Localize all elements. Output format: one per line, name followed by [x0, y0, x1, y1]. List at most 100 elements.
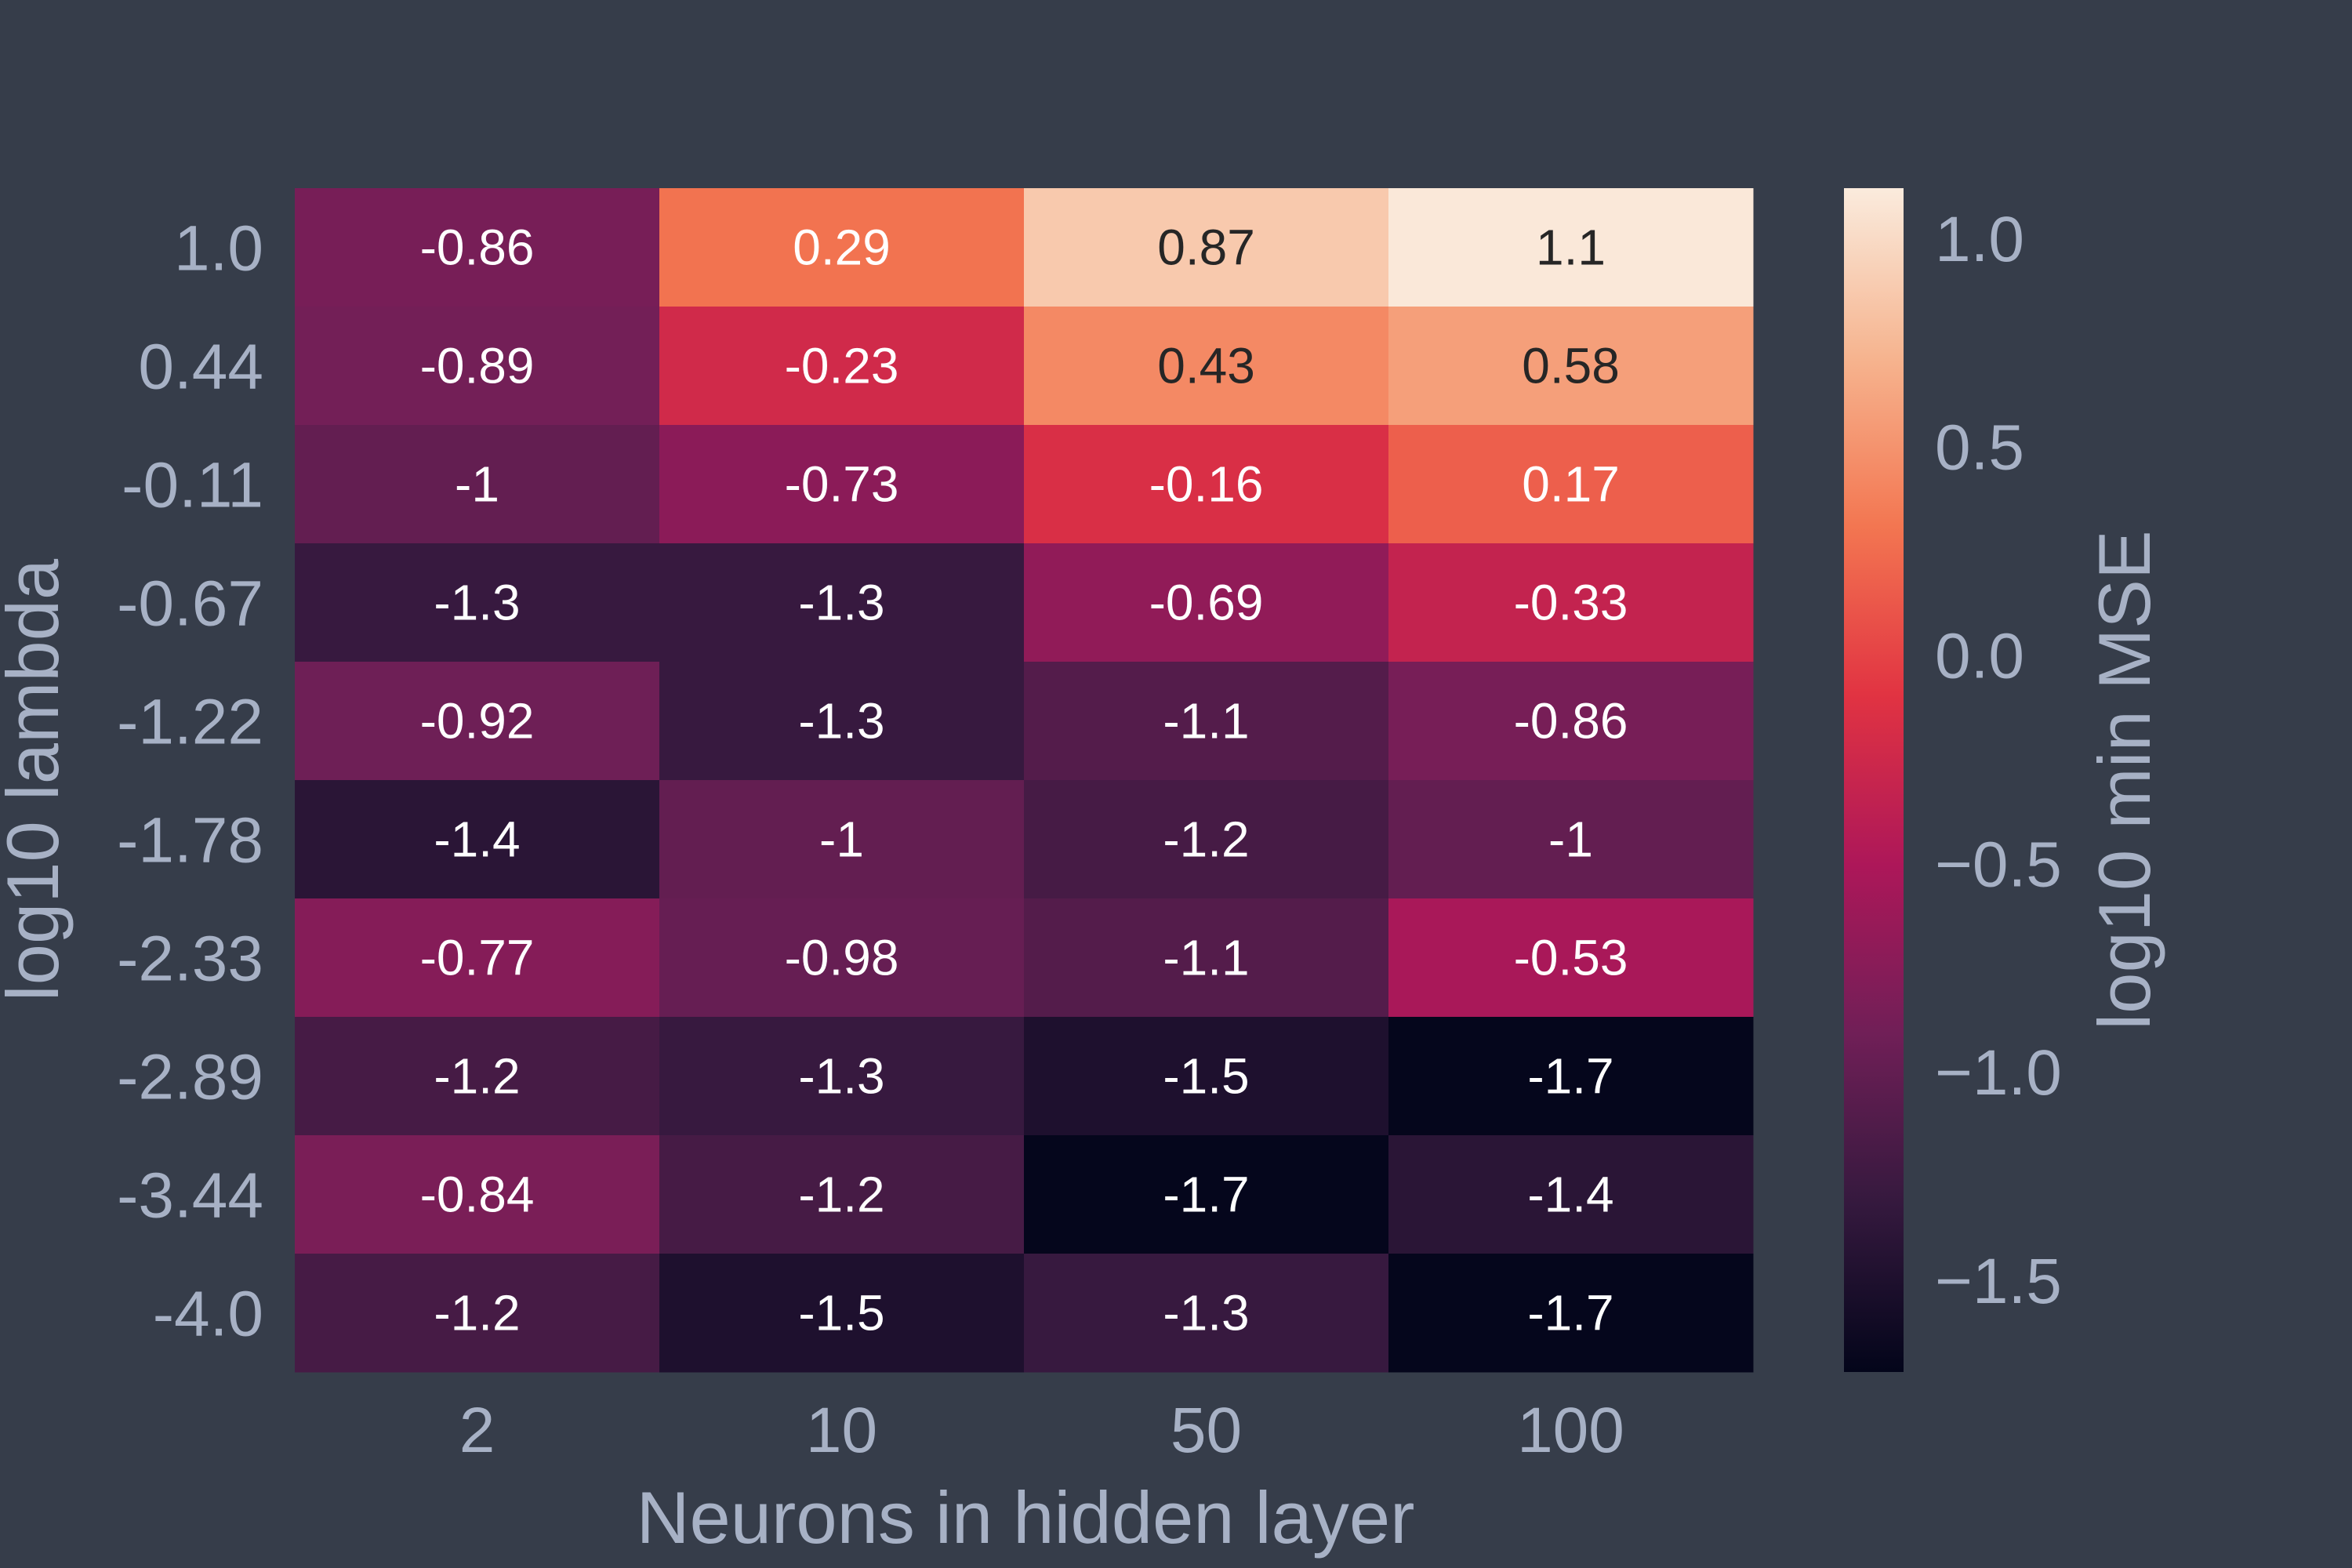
colorbar-tick-label: −1.5: [1935, 1246, 2062, 1317]
heatmap-cell: [1024, 662, 1389, 781]
colorbar-tick-label: 0.5: [1935, 412, 2024, 484]
heatmap-cell: [659, 1135, 1025, 1254]
heatmap-cell-label: -0.69: [1149, 575, 1264, 631]
heatmap-cell: [1024, 307, 1389, 426]
colorbar: [1844, 188, 1904, 1372]
heatmap-cell: [1024, 188, 1389, 307]
y-tick-label: -4.0: [153, 1279, 263, 1350]
y-tick-label: 1.0: [174, 213, 263, 285]
x-tick-label: 50: [1171, 1395, 1242, 1466]
heatmap-cell: [1388, 425, 1754, 544]
y-tick-label: -0.67: [117, 568, 263, 640]
heatmap-cell: [1388, 307, 1754, 426]
heatmap-cell: [1024, 898, 1389, 1018]
heatmap-cell: [295, 780, 660, 899]
heatmap-cell-label: -0.98: [785, 930, 899, 986]
heatmap-cell-label: -0.86: [1514, 693, 1628, 750]
heatmap-cell-label: -0.92: [420, 693, 535, 750]
y-tick-label: -3.44: [117, 1160, 263, 1232]
colorbar-tick-label: −0.5: [1935, 829, 2062, 900]
y-axis-ticks: 1.0 0.44 -0.11 -0.67 -1.22 -1.78 -2.33 -2.89 -3.…: [117, 213, 263, 1350]
heatmap-cell: [295, 1135, 660, 1254]
heatmap-cell: [1024, 425, 1389, 544]
heatmap-cell-label: -1.5: [798, 1285, 884, 1341]
heatmap-cell-label: -1.3: [798, 575, 884, 631]
heatmap-cell: [1388, 188, 1754, 307]
heatmap-cell-label: -1.7: [1527, 1285, 1613, 1341]
heatmap-cell-label: -1.1: [1163, 930, 1249, 986]
colorbar-ticks: 1.0 0.5 0.0 −0.5 −1.0 −1.5: [1935, 204, 2062, 1317]
x-tick-label: 2: [459, 1395, 495, 1466]
heatmap-cell: [659, 662, 1025, 781]
heatmap-cell-label: -1.2: [434, 1285, 520, 1341]
heatmap-cell-label: -1.3: [798, 1048, 884, 1105]
heatmap-cell-label: -1: [1548, 811, 1593, 868]
heatmap-cell: [295, 1017, 660, 1136]
y-tick-label: -0.11: [122, 450, 263, 521]
heatmap-cell: [1388, 1017, 1754, 1136]
colorbar-tick-label: −1.0: [1935, 1037, 2062, 1109]
heatmap-cell-label: -0.84: [420, 1167, 535, 1223]
heatmap-cell: [295, 425, 660, 544]
y-tick-label: -1.78: [117, 805, 263, 877]
heatmap-cell: [659, 307, 1025, 426]
x-tick-label: 10: [806, 1395, 877, 1466]
heatmap-cell-label: -1.3: [1163, 1285, 1249, 1341]
heatmap-cell: [659, 898, 1025, 1018]
heatmap-cell-label: -1: [819, 811, 864, 868]
x-axis-label: Neurons in hidden layer: [637, 1476, 1415, 1559]
y-tick-label: -2.33: [117, 924, 263, 995]
heatmap-cell-label: 0.29: [793, 220, 891, 276]
heatmap-cell-label: -0.77: [420, 930, 535, 986]
heatmap-cell: [659, 543, 1025, 662]
heatmap-cell: [1388, 898, 1754, 1018]
heatmap-cell-label: -1.2: [434, 1048, 520, 1105]
heatmap-cell-label: -0.53: [1514, 930, 1628, 986]
heatmap-cell-label: -1.7: [1527, 1048, 1613, 1105]
heatmap-cell-label: 0.87: [1157, 220, 1255, 276]
heatmap-cell-label: -1.2: [1163, 811, 1249, 868]
heatmap-cell: [659, 425, 1025, 544]
y-tick-label: -2.89: [117, 1042, 263, 1113]
heatmap-cell-label: -0.89: [420, 338, 535, 394]
heatmap-cell: [1024, 1254, 1389, 1373]
heatmap-cell-label: -0.23: [785, 338, 899, 394]
heatmap-cell-label: -1.3: [434, 575, 520, 631]
heatmap-cell-label: -0.33: [1514, 575, 1628, 631]
heatmap-cell: [659, 188, 1025, 307]
heatmap-cell: [295, 662, 660, 781]
heatmap-cell: [1388, 543, 1754, 662]
heatmap-cell-label: -0.86: [420, 220, 535, 276]
heatmap-cell: [1024, 1017, 1389, 1136]
heatmap-cell: [659, 1254, 1025, 1373]
x-tick-label: 100: [1517, 1395, 1624, 1466]
heatmap-cell-label: -1.4: [1527, 1167, 1613, 1223]
heatmap-cell-label: -1.3: [798, 693, 884, 750]
heatmap-cell-label: 1.1: [1536, 220, 1606, 276]
heatmap-cell-label: -1.4: [434, 811, 520, 868]
heatmap-cell: [1388, 662, 1754, 781]
y-axis-label: log10 lambda: [0, 558, 74, 1001]
heatmap-cell: [659, 1017, 1025, 1136]
heatmap-cell: [1388, 1254, 1754, 1373]
x-axis-ticks: 2 10 50 100: [459, 1395, 1624, 1466]
heatmap-cell: [295, 898, 660, 1018]
heatmap-cell: [295, 307, 660, 426]
heatmap-cell-label: -0.16: [1149, 456, 1264, 513]
heatmap-cell-label: -0.73: [785, 456, 899, 513]
heatmap-cell-label: -1.1: [1163, 693, 1249, 750]
heatmap-cell: [1024, 780, 1389, 899]
heatmap-cell-label: -1.2: [798, 1167, 884, 1223]
heatmap-cell: [1388, 780, 1754, 899]
heatmap-cell: [295, 543, 660, 662]
heatmap-cell: [1388, 1135, 1754, 1254]
colorbar-tick-label: 0.0: [1935, 620, 2024, 691]
heatmap-cell: [1024, 543, 1389, 662]
heatmap-cells: [295, 188, 1754, 1373]
heatmap-cell: [295, 188, 660, 307]
heatmap-cell-label: 0.17: [1522, 456, 1620, 513]
colorbar-label: log10 min MSE: [2083, 530, 2165, 1029]
heatmap-cell: [659, 780, 1025, 899]
y-tick-label: -1.22: [117, 687, 263, 758]
